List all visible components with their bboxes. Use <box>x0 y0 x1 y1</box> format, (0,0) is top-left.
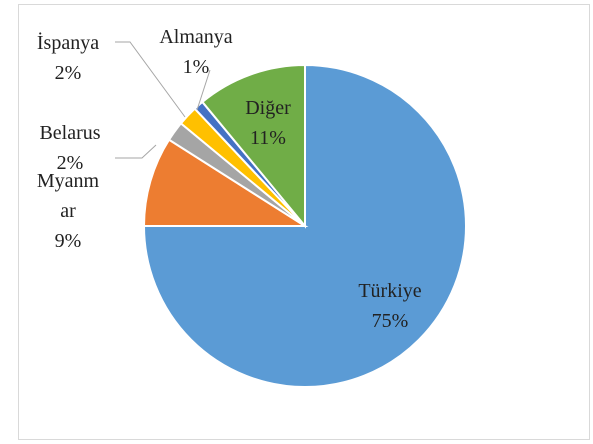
value-label: 2% <box>54 62 82 84</box>
category-label: Diğer <box>245 97 291 119</box>
category-label: Türkiye <box>358 280 422 302</box>
data-label: Türkiye 75% <box>358 276 421 336</box>
leader-line <box>196 69 211 111</box>
data-label: Almanya 1% <box>159 22 232 82</box>
data-label: İspanya 2% <box>37 28 99 88</box>
data-label: Belarus 2% <box>39 118 100 178</box>
value-label: 75% <box>371 310 409 332</box>
leader-line <box>115 41 186 118</box>
pie-slice <box>200 63 306 229</box>
pie <box>142 63 467 388</box>
value-label: 2% <box>56 152 84 174</box>
category-label: Myanmar <box>36 170 100 222</box>
data-label: Diğer 11% <box>245 93 291 153</box>
leader-line <box>115 144 157 159</box>
category-label: Belarus <box>39 122 101 144</box>
value-label: 11% <box>250 127 286 149</box>
category-label: İspanya <box>36 32 100 54</box>
pie-slice <box>142 138 309 227</box>
category-label: Almanya <box>159 26 233 48</box>
value-label: 1% <box>182 56 210 78</box>
value-label: 9% <box>54 230 82 252</box>
data-label: Myanmar 9% <box>34 166 102 256</box>
